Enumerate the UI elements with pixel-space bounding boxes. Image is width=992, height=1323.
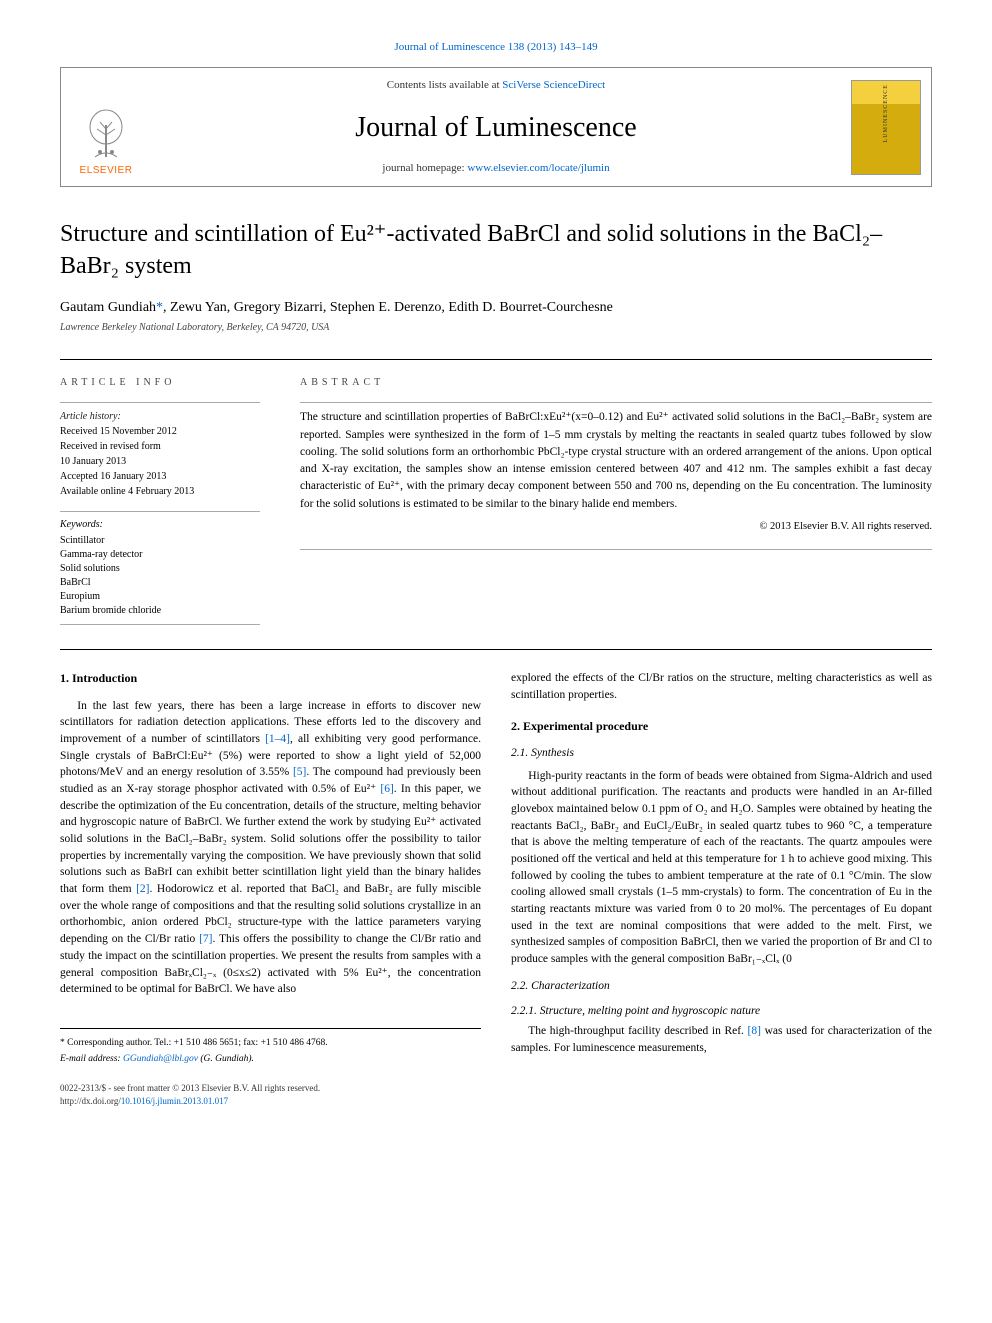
front-matter-line: 0022-2313/$ - see front matter © 2013 El… — [60, 1082, 481, 1095]
contents-line: Contents lists available at SciVerse Sci… — [387, 78, 605, 93]
keyword: Europium — [60, 590, 260, 604]
top-journal-link-text[interactable]: Journal of Luminescence 138 (2013) 143–1… — [394, 41, 597, 53]
subsection-heading-synthesis: 2.1. Synthesis — [511, 745, 932, 762]
abstract-text: The structure and scintillation properti… — [300, 409, 932, 513]
corresponding-email-link[interactable]: GGundiah@lbl.gov — [123, 1054, 198, 1064]
subsubsection-heading-structure: 2.2.1. Structure, melting point and hygr… — [511, 1003, 932, 1020]
header-center: Contents lists available at SciVerse Sci… — [151, 68, 841, 186]
authors-list: Gautam Gundiah*, Zewu Yan, Gregory Bizar… — [60, 298, 932, 318]
article-title: Structure and scintillation of Eu²⁺-acti… — [60, 219, 932, 281]
journal-cover-thumbnail: LUMINESCENCE — [851, 80, 921, 175]
corresponding-marker: * — [156, 300, 163, 315]
body-column-right: explored the effects of the Cl/Br ratios… — [511, 670, 932, 1108]
journal-header: ELSEVIER Contents lists available at Sci… — [60, 67, 932, 187]
email-label: E-mail address: — [60, 1054, 123, 1064]
abstract-bottom-rule — [300, 549, 932, 550]
corresponding-email-line: E-mail address: GGundiah@lbl.gov (G. Gun… — [60, 1053, 481, 1067]
keyword: Gamma-ray detector — [60, 548, 260, 562]
affiliation: Lawrence Berkeley National Laboratory, B… — [60, 321, 932, 335]
section-heading-introduction: 1. Introduction — [60, 670, 481, 687]
history-line: Received 15 November 2012 — [60, 424, 260, 439]
keyword: Barium bromide chloride — [60, 604, 260, 618]
email-suffix: (G. Gundiah). — [198, 1054, 254, 1064]
publisher-logo-area: ELSEVIER — [61, 68, 151, 186]
body-column-left: 1. Introduction In the last few years, t… — [60, 670, 481, 1108]
info-abstract-row: article info Article history: Received 1… — [60, 359, 932, 625]
doi-link[interactable]: 10.1016/j.jlumin.2013.01.017 — [121, 1096, 228, 1106]
cover-thumbnail-area: LUMINESCENCE — [841, 68, 931, 186]
bottom-meta: 0022-2313/$ - see front matter © 2013 El… — [60, 1082, 481, 1108]
journal-title: Journal of Luminescence — [355, 108, 636, 147]
keyword: BaBrCl — [60, 576, 260, 590]
contents-prefix: Contents lists available at — [387, 79, 502, 91]
doi-prefix: http://dx.doi.org/ — [60, 1096, 121, 1106]
article-info-label: article info — [60, 376, 260, 390]
section-heading-experimental: 2. Experimental procedure — [511, 718, 932, 735]
cover-label: LUMINESCENCE — [882, 81, 890, 145]
homepage-line: journal homepage: www.elsevier.com/locat… — [382, 161, 609, 176]
body-columns: 1. Introduction In the last few years, t… — [60, 649, 932, 1108]
history-line: Received in revised form — [60, 439, 260, 454]
corresponding-footer: * Corresponding author. Tel.: +1 510 486… — [60, 1028, 481, 1067]
keywords-block: Keywords: Scintillator Gamma-ray detecto… — [60, 511, 260, 625]
history-line: 10 January 2013 — [60, 454, 260, 469]
elsevier-logo: ELSEVIER — [69, 107, 143, 178]
keyword: Solid solutions — [60, 562, 260, 576]
corresponding-note: * Corresponding author. Tel.: +1 510 486… — [60, 1037, 481, 1051]
doi-line: http://dx.doi.org/10.1016/j.jlumin.2013.… — [60, 1095, 481, 1108]
intro-paragraph: In the last few years, there has been a … — [60, 698, 481, 998]
abstract-label: abstract — [300, 376, 932, 390]
article-info-column: article info Article history: Received 1… — [60, 376, 260, 625]
history-line: Accepted 16 January 2013 — [60, 469, 260, 484]
synthesis-paragraph: High-purity reactants in the form of bea… — [511, 768, 932, 968]
keyword: Scintillator — [60, 534, 260, 548]
history-line: Available online 4 February 2013 — [60, 484, 260, 499]
homepage-link[interactable]: www.elsevier.com/locate/jlumin — [467, 162, 609, 174]
subsection-heading-characterization: 2.2. Characterization — [511, 978, 932, 995]
abstract-copyright: © 2013 Elsevier B.V. All rights reserved… — [300, 519, 932, 535]
structure-paragraph: The high-throughput facility described i… — [511, 1023, 932, 1056]
top-journal-link[interactable]: Journal of Luminescence 138 (2013) 143–1… — [60, 40, 932, 55]
sciencedirect-link[interactable]: SciVerse ScienceDirect — [502, 79, 605, 91]
publisher-name: ELSEVIER — [80, 164, 133, 178]
homepage-prefix: journal homepage: — [382, 162, 467, 174]
history-label: Article history: — [60, 409, 260, 424]
keywords-label: Keywords: — [60, 518, 260, 532]
intro-continuation: explored the effects of the Cl/Br ratios… — [511, 670, 932, 703]
abstract-column: abstract The structure and scintillation… — [300, 376, 932, 625]
article-history: Article history: Received 15 November 20… — [60, 402, 260, 499]
elsevier-tree-icon — [81, 107, 131, 162]
